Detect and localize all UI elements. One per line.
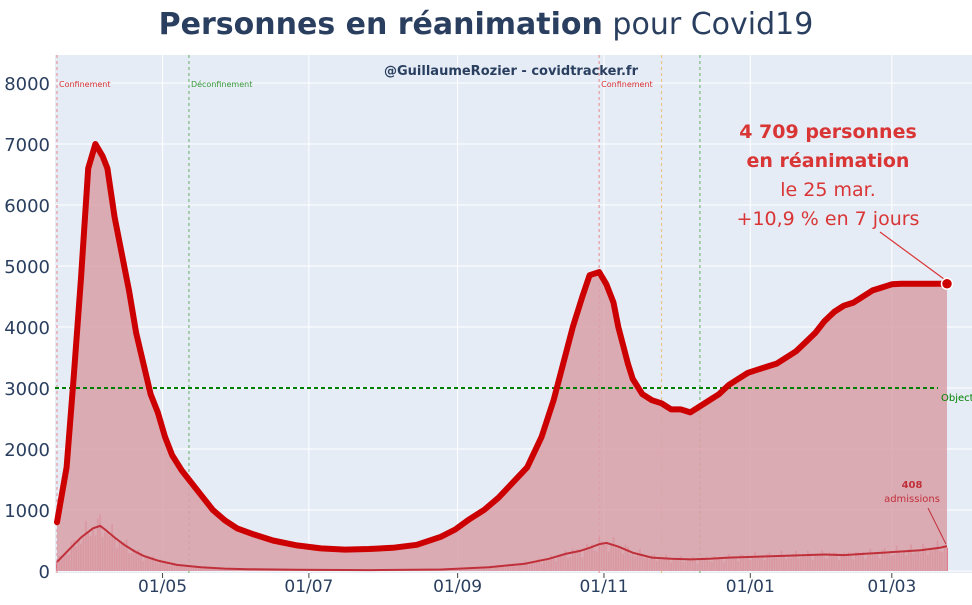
x-tick-label: 01/05 xyxy=(138,577,187,597)
annotation-line2: en réanimation xyxy=(747,150,910,172)
y-tick-label: 5000 xyxy=(4,257,50,278)
y-tick-label: 7000 xyxy=(4,135,50,156)
x-tick-label: 01/03 xyxy=(867,577,916,597)
event-line-label: Confinement xyxy=(601,80,653,89)
last-value-annotation: 4 709 personnes en réanimation le 25 mar… xyxy=(737,121,954,291)
admissions-value: 408 xyxy=(902,480,923,491)
y-tick-label: 4000 xyxy=(4,318,50,339)
annotation-line4: +10,9 % en 7 jours xyxy=(737,208,920,230)
admissions-annotation: 408 admissions xyxy=(884,480,947,545)
y-tick-label: 1000 xyxy=(4,501,50,522)
event-line-label: Confinement xyxy=(59,80,111,89)
y-tick-label: 8000 xyxy=(4,74,50,95)
annotation-line1: 4 709 personnes xyxy=(739,121,917,143)
annotation-arrow xyxy=(879,231,946,281)
y-tick-label: 6000 xyxy=(4,196,50,217)
admissions-line xyxy=(56,524,948,572)
chart-title-bold: Personnes en réanimation xyxy=(159,7,603,42)
x-tick-label: 01/01 xyxy=(726,577,775,597)
objective-label: Object xyxy=(941,393,972,404)
reanimation-area xyxy=(57,144,947,571)
admissions-label: admissions xyxy=(884,494,940,505)
chart-title: Personnes en réanimation pour Covid19 xyxy=(159,7,814,42)
x-tick-label: 01/09 xyxy=(433,577,482,597)
annotation-line3: le 25 mar. xyxy=(780,179,875,201)
axis-ticks: 0 1000 2000 3000 4000 5000 6000 7000 8000 01/05 01… xyxy=(4,74,916,597)
credit-text: @GuillaumeRozier - covidtracker.fr xyxy=(384,64,639,79)
last-value-marker xyxy=(940,277,954,291)
x-tick-label: 01/11 xyxy=(579,577,628,597)
chart-title-light: pour Covid19 xyxy=(603,7,813,42)
y-tick-label: 2000 xyxy=(4,440,50,461)
y-tick-label: 0 xyxy=(39,562,50,583)
reanimation-line xyxy=(54,141,950,553)
admissions-arrow xyxy=(927,507,947,545)
event-line-label: Déconfinement xyxy=(191,79,252,89)
x-tick-label: 01/07 xyxy=(284,577,333,597)
y-tick-label: 3000 xyxy=(4,379,50,400)
